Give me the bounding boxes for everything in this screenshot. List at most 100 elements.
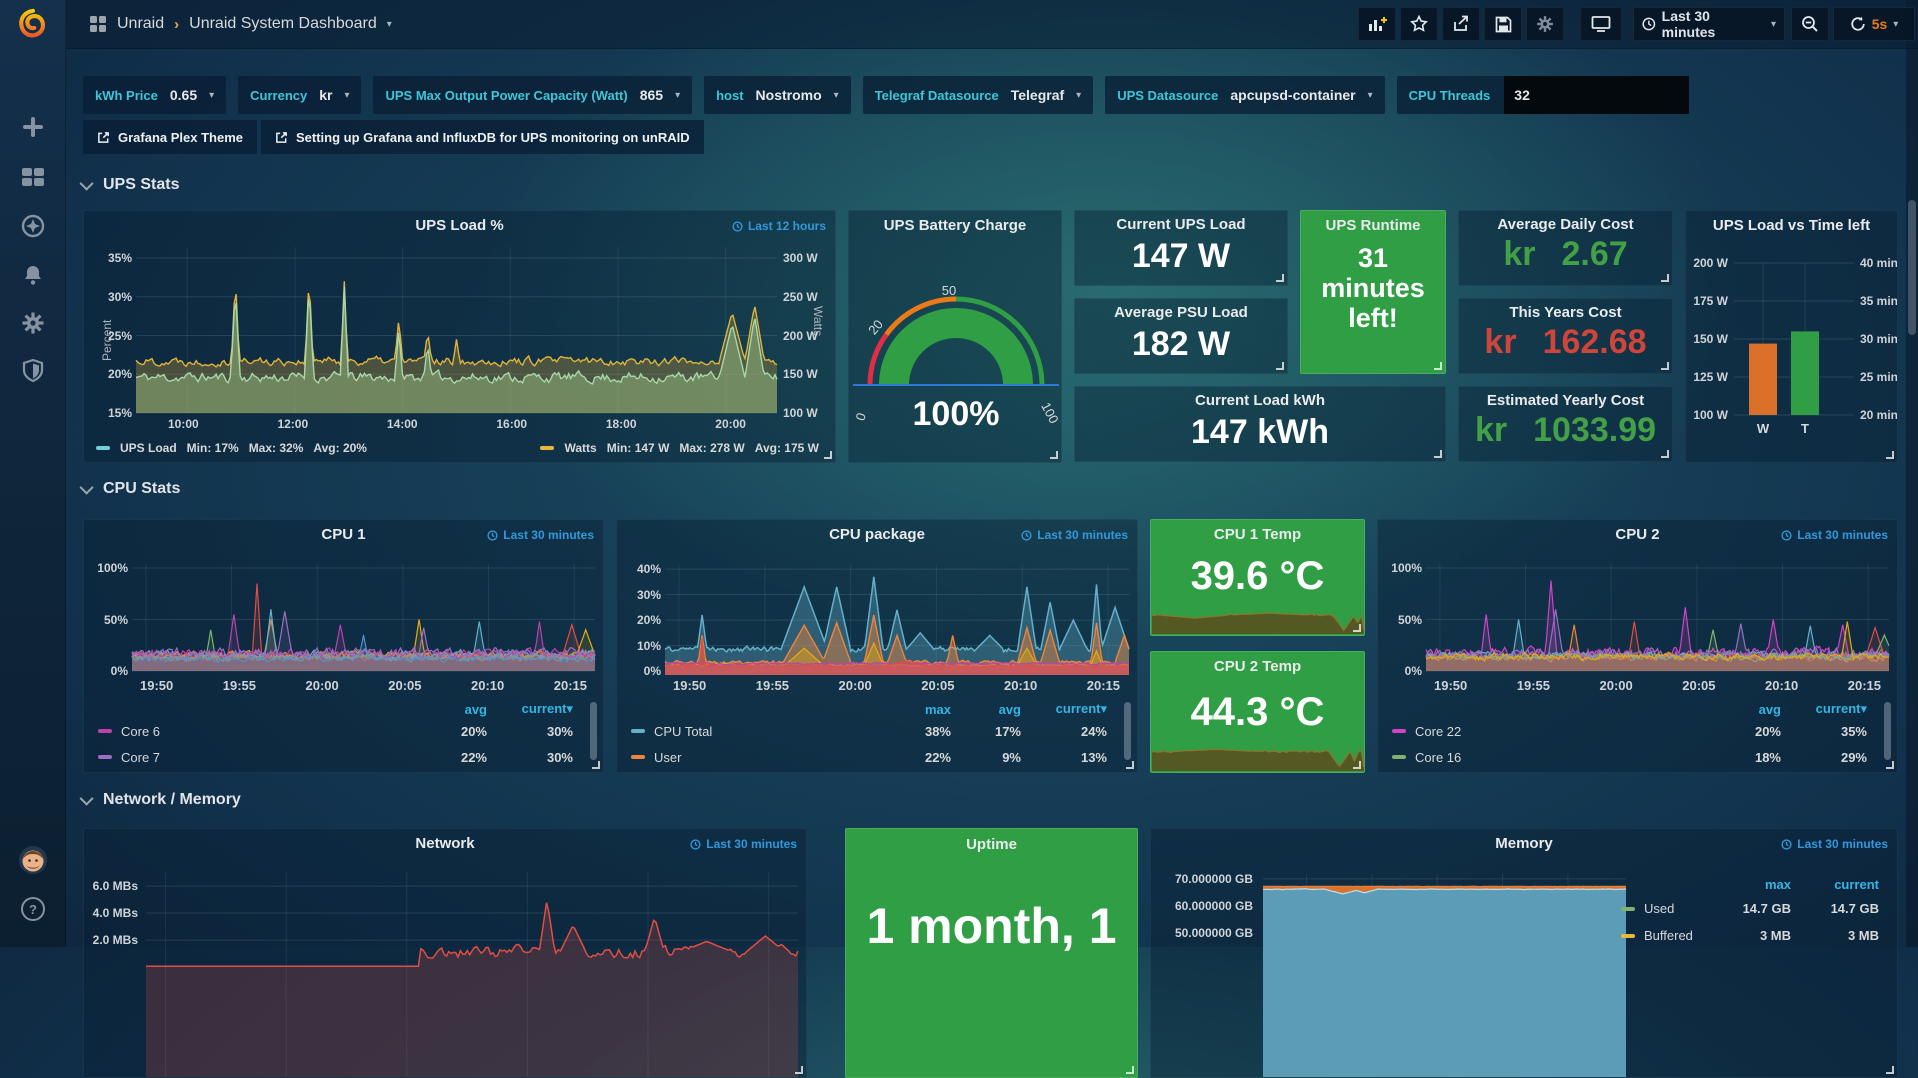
tv-cycle-button[interactable]	[1580, 7, 1622, 41]
legend-ups-load[interactable]: UPS Load Min: 17% Max: 32% Avg: 20%	[96, 441, 367, 455]
link-grafana-plex-theme[interactable]: Grafana Plex Theme	[83, 120, 257, 154]
panel-ups-runtime[interactable]: UPS Runtime 31 minutes left!	[1300, 210, 1446, 374]
series-swatch	[96, 446, 110, 450]
panel-title: CPU 1 Temp	[1213, 526, 1302, 543]
panel-cpu1[interactable]: CPU 1 Last 30 minutes 100% 50% 0% 19:50 19:…	[83, 519, 604, 773]
share-button[interactable]	[1442, 7, 1480, 41]
refresh-button[interactable]: 5s ▾	[1833, 7, 1915, 41]
panel-title: UPS Load %	[415, 217, 504, 234]
variable-currency[interactable]: Currency kr ▾	[238, 76, 362, 114]
add-panel-button[interactable]	[1358, 7, 1396, 41]
cpu-threads-input[interactable]: 32	[1504, 76, 1690, 114]
variable-ups-datasource[interactable]: UPS Datasource apcupsd-container ▾	[1105, 76, 1385, 114]
dashboard-picker-caret-icon[interactable]: ▾	[386, 18, 392, 30]
section-ups-stats[interactable]: UPS Stats	[79, 176, 179, 194]
panel-cpu1-temp[interactable]: CPU 1 Temp 39.6 °C	[1150, 519, 1365, 636]
scrollbar-thumb[interactable]	[1908, 200, 1916, 335]
stat-value: kr 1033.99	[1474, 411, 1657, 449]
panel-uptime[interactable]: Uptime 1 month, 1	[845, 828, 1138, 1078]
panel-title: UPS Runtime	[1325, 217, 1421, 234]
panel-title: Average Daily Cost	[1497, 216, 1634, 233]
panel-current-load-kwh[interactable]: Current Load kWh 147 kWh	[1074, 386, 1446, 462]
create-plus-icon[interactable]	[22, 116, 44, 138]
user-avatar[interactable]	[18, 845, 48, 875]
stat-value: 182 W	[1131, 325, 1231, 363]
zoom-out-button[interactable]	[1791, 7, 1829, 41]
variable-host[interactable]: host Nostromo ▾	[704, 76, 851, 114]
panel-time-range[interactable]: Last 30 minutes	[1781, 837, 1888, 851]
panel-title: Current Load kWh	[1195, 392, 1325, 409]
variable-ups-max-output[interactable]: UPS Max Output Power Capacity (Watt) 865 ▾	[373, 76, 693, 114]
cpu-package-chart[interactable]	[664, 565, 1130, 675]
breadcrumb-root[interactable]: Unraid	[117, 15, 165, 32]
variable-telegraf-datasource[interactable]: Telegraf Datasource Telegraf ▾	[862, 76, 1094, 114]
legend-scrollbar[interactable]	[1884, 702, 1891, 760]
network-chart[interactable]	[146, 872, 799, 1078]
section-network-memory[interactable]: Network / Memory	[79, 791, 241, 809]
panel-average-psu-load[interactable]: Average PSU Load 182 W	[1074, 298, 1288, 374]
x-axis-ticks: 19:50 19:55 20:00 20:05 20:10 20:15	[140, 678, 587, 693]
dashboards-icon[interactable]	[21, 167, 45, 187]
panel-title: Network	[415, 835, 475, 852]
help-icon[interactable]: ?	[20, 896, 46, 922]
panel-cpu2[interactable]: CPU 2 Last 30 minutes 100% 50% 0% 19:50 19:…	[1377, 519, 1898, 773]
panel-cpu2-temp[interactable]: CPU 2 Temp 44.3 °C	[1150, 651, 1365, 773]
panel-ups-battery-charge[interactable]: UPS Battery Charge 0 20 50 100 100%	[848, 210, 1062, 463]
y-axis-ticks: 100% 50% 0%	[1391, 561, 1422, 678]
panel-ups-load[interactable]: UPS Load % Last 12 hours Percent Watts 3…	[83, 210, 836, 463]
variable-kwh-price[interactable]: kWh Price 0.65 ▾	[83, 76, 227, 114]
link-ups-monitoring-guide[interactable]: Setting up Grafana and InfluxDB for UPS …	[261, 120, 704, 154]
external-link-icon	[98, 131, 109, 143]
grafana-logo[interactable]	[18, 8, 48, 40]
panel-cpu-package[interactable]: CPU package Last 30 minutes 40% 30% 20% 10%…	[616, 519, 1138, 773]
dashboard-settings-button[interactable]	[1526, 7, 1564, 41]
memory-chart[interactable]	[1262, 874, 1627, 1078]
panel-title: Estimated Yearly Cost	[1486, 392, 1645, 409]
cpu1-chart[interactable]	[131, 564, 596, 672]
admin-shield-icon[interactable]	[22, 359, 44, 383]
panel-this-years-cost[interactable]: This Years Cost kr 162.68	[1458, 298, 1673, 374]
clock-icon	[1781, 529, 1792, 541]
panel-time-range[interactable]: Last 30 minutes	[487, 528, 594, 542]
legend-table[interactable]: max avg current▾ CPU Total 38% 17% 24% User …	[631, 700, 1107, 770]
save-button[interactable]	[1484, 7, 1522, 41]
legend-table[interactable]: avg current▾ Core 22 20% 35% Core 16 18% 29…	[1392, 700, 1867, 770]
dashboard-grid-icon[interactable]	[89, 15, 107, 33]
panel-current-ups-load[interactable]: Current UPS Load 147 W	[1074, 210, 1288, 286]
panel-ups-load-vs-time-left[interactable]: UPS Load vs Time left 200 W 175 W 150 W 125…	[1685, 210, 1898, 463]
legend-scrollbar[interactable]	[590, 702, 597, 760]
panel-time-range[interactable]: Last 12 hours	[732, 219, 826, 233]
legend-scrollbar[interactable]	[1124, 702, 1131, 760]
panel-title: UPS Battery Charge	[883, 217, 1027, 234]
time-range-picker[interactable]: Last 30 minutes ▾	[1633, 7, 1785, 41]
battery-gauge: 0 20 50 100 100%	[852, 283, 1061, 433]
panel-memory[interactable]: Memory Last 30 minutes 70.000000 GB 60.00…	[1150, 828, 1898, 1078]
alerting-bell-icon[interactable]	[21, 263, 45, 287]
svg-text:0: 0	[852, 411, 869, 423]
configuration-gear-icon[interactable]	[21, 311, 45, 335]
star-button[interactable]	[1400, 7, 1438, 41]
ups-load-chart[interactable]	[135, 247, 778, 414]
panel-title: Current UPS Load	[1116, 216, 1246, 233]
svg-text:?: ?	[29, 902, 37, 917]
page-scrollbar[interactable]	[1906, 0, 1918, 947]
panel-title: CPU package	[829, 526, 925, 543]
section-cpu-stats[interactable]: CPU Stats	[79, 480, 180, 498]
panel-time-range[interactable]: Last 30 minutes	[690, 837, 797, 851]
breadcrumb-current[interactable]: Unraid System Dashboard	[189, 15, 377, 32]
panel-estimated-yearly-cost[interactable]: Estimated Yearly Cost kr 1033.99	[1458, 386, 1673, 462]
panel-title: CPU 2 Temp	[1213, 658, 1302, 675]
panel-average-daily-cost[interactable]: Average Daily Cost kr 2.67	[1458, 210, 1673, 286]
panel-time-range[interactable]: Last 30 minutes	[1781, 528, 1888, 542]
cpu2-chart[interactable]	[1425, 564, 1890, 672]
panel-time-range[interactable]: Last 30 minutes	[1021, 528, 1128, 542]
variable-cpu-threads: CPU Threads 32	[1396, 76, 1690, 114]
stat-value: 39.6 °C	[1190, 554, 1325, 598]
stat-value: 147 W	[1131, 237, 1231, 275]
legend-table[interactable]: max current Used 14.7 GB 14.7 GB Buffered …	[1621, 873, 1879, 949]
legend-table[interactable]: avg current▾ Core 6 20% 30% Core 7 22% 30%	[98, 700, 573, 770]
y-axis-left-ticks: 200 W 175 W 150 W 125 W 100 W	[1693, 256, 1728, 422]
panel-network[interactable]: Network Last 30 minutes 6.0 MBs 4.0 MBs 2.…	[83, 828, 807, 1078]
legend-watts[interactable]: Watts Min: 147 W Max: 278 W Avg: 175 W	[540, 441, 819, 455]
explore-compass-icon[interactable]	[21, 214, 45, 238]
